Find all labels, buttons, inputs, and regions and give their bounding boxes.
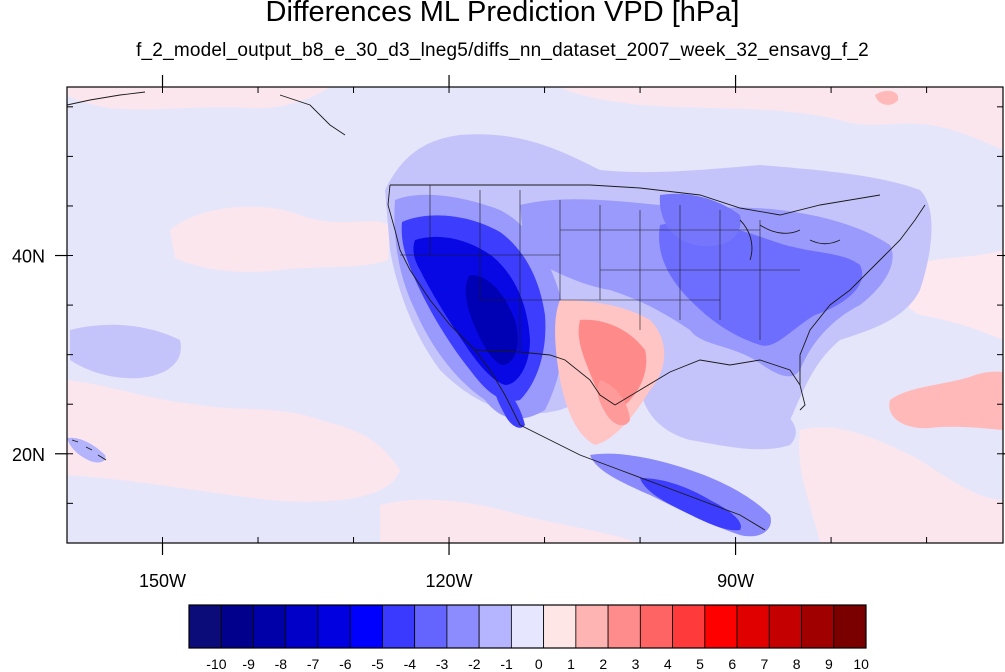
colorbar-swatch — [736, 604, 770, 649]
map-axes: 150W 120W 90W 40N 20N — [12, 75, 1005, 591]
colorbar-label: 10 — [853, 656, 869, 672]
hawaii-blue — [67, 437, 106, 463]
great-lakes-outline — [739, 219, 841, 261]
colorbar-swatch — [478, 604, 512, 649]
colorbar-swatch — [446, 604, 480, 649]
colorbar-swatch — [801, 604, 835, 649]
y-tick-label: 20N — [12, 445, 45, 465]
mexico-red — [597, 380, 630, 426]
colorbar-swatch — [220, 604, 254, 649]
state-borders — [400, 185, 800, 350]
pacific-positive-patch-1 — [170, 206, 390, 272]
colorbar-label: -10 — [206, 656, 226, 672]
pacific-positive-patch-2 — [67, 380, 400, 502]
colorbar-swatch — [543, 604, 577, 649]
colorbar: -10 -9 -8 -7 -6 -5 -4 -3 -2 -1 0 1 2 3 4 5 6 7 8 9 10 — [188, 604, 869, 672]
colorbar-label: 3 — [632, 656, 640, 672]
colorbar-swatch — [382, 604, 416, 649]
x-tick-label: 150W — [139, 571, 186, 591]
colorbar-swatch — [510, 604, 545, 649]
eastern-us-deeper-blue — [659, 221, 863, 346]
colorbar-label: -5 — [371, 656, 384, 672]
gulf-coast-outline — [614, 359, 806, 411]
colorbar-label: -6 — [339, 656, 352, 672]
x-tick-label: 90W — [717, 571, 754, 591]
y-tick-label: 40N — [12, 247, 45, 267]
colorbar-swatch — [768, 604, 802, 649]
colorbar-label: 7 — [761, 656, 769, 672]
x-tick-label: 120W — [426, 571, 473, 591]
colorbar-swatch — [285, 604, 319, 649]
colorbar-label: 6 — [728, 656, 736, 672]
colorbar-label: 5 — [696, 656, 704, 672]
map-frame — [66, 86, 1004, 544]
colorbar-label: -4 — [404, 656, 417, 672]
colorbar-swatch — [704, 604, 738, 649]
colorbar-swatch — [575, 604, 609, 649]
caribbean-patch — [799, 427, 1003, 543]
north-pacific-patch — [67, 87, 330, 110]
colorbar-swatch — [833, 604, 867, 649]
east-coast-outline — [799, 204, 926, 385]
plot-subtitle: f_2_model_output_b8_e_30_d3_lneg5/diffs_… — [136, 40, 869, 61]
central-america-deep-blue — [640, 478, 741, 531]
colorbar-label: 4 — [664, 656, 672, 672]
colorbar-swatch — [188, 604, 222, 649]
colorbar-label: -7 — [307, 656, 320, 672]
hudson-red-patch — [875, 90, 899, 105]
southwest-darkest — [465, 275, 518, 365]
colorbar-label: -2 — [468, 656, 481, 672]
colorbar-label: -3 — [436, 656, 449, 672]
colorbar-label: -1 — [500, 656, 513, 672]
colorbar-label: -8 — [275, 656, 288, 672]
hawaii-islands — [71, 439, 107, 461]
pacific-negative-patch — [70, 324, 181, 379]
alaska-coast-outline — [67, 91, 346, 136]
colorbar-label: 0 — [535, 656, 543, 672]
mexico-coast-outline — [519, 424, 766, 531]
colorbar-label: 8 — [793, 656, 801, 672]
colorbar-swatch — [639, 604, 673, 649]
colorbar-label: 2 — [599, 656, 607, 672]
colorbar-swatch — [414, 604, 448, 649]
colorbar-swatch — [253, 604, 287, 649]
colorbar-swatch — [607, 604, 641, 649]
atlantic-red-patch — [889, 371, 1003, 430]
colorbar-label: 9 — [825, 656, 833, 672]
colorbar-swatch — [672, 604, 706, 649]
colorbar-label: 1 — [567, 656, 575, 672]
plot-title: Differences ML Prediction VPD [hPa] — [265, 0, 740, 28]
texas-red — [578, 319, 647, 406]
colorbar-swatch — [317, 604, 351, 649]
colorbar-label: -9 — [242, 656, 255, 672]
west-coast-outline — [387, 184, 521, 426]
south-pacific-patch — [380, 499, 640, 543]
us-canada-border — [390, 184, 881, 216]
colorbar-frame — [188, 604, 867, 649]
colorbar-swatch — [349, 604, 383, 649]
us-mexico-border — [474, 349, 616, 406]
